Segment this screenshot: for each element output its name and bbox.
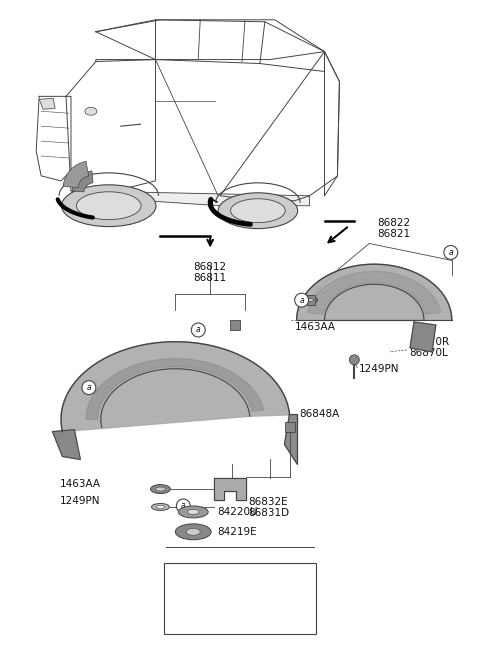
Polygon shape (86, 359, 264, 419)
Circle shape (349, 355, 360, 365)
Ellipse shape (187, 510, 199, 514)
Circle shape (176, 499, 190, 513)
Ellipse shape (301, 297, 318, 304)
Text: 86870R: 86870R (409, 337, 449, 347)
Polygon shape (220, 52, 339, 201)
Polygon shape (410, 322, 436, 352)
Circle shape (192, 323, 205, 337)
Text: 86832E: 86832E (248, 497, 288, 507)
Ellipse shape (61, 185, 156, 226)
Text: a: a (300, 296, 304, 304)
Polygon shape (285, 415, 298, 464)
Text: 1249PN: 1249PN (60, 496, 101, 506)
Ellipse shape (230, 199, 285, 222)
Text: 84219E: 84219E (217, 527, 257, 537)
Text: 86812: 86812 (193, 262, 227, 272)
Ellipse shape (151, 485, 170, 493)
Text: 86821: 86821 (378, 228, 411, 239)
Text: 86822: 86822 (378, 218, 411, 228)
Ellipse shape (175, 524, 211, 540)
Text: a: a (181, 501, 186, 510)
Text: 86811: 86811 (193, 274, 227, 283)
Polygon shape (324, 52, 339, 195)
Text: 1249PN: 1249PN (360, 363, 400, 374)
Circle shape (295, 293, 309, 307)
Polygon shape (214, 478, 246, 500)
Text: a: a (196, 325, 201, 335)
Wedge shape (63, 161, 89, 188)
Text: 86870L: 86870L (409, 348, 448, 358)
Bar (285, 422, 295, 432)
Circle shape (444, 245, 458, 259)
Text: a: a (86, 383, 91, 392)
Polygon shape (96, 20, 324, 60)
Text: a: a (448, 248, 453, 257)
Polygon shape (52, 430, 80, 459)
Text: 86848A: 86848A (300, 409, 340, 419)
Text: 86831D: 86831D (248, 508, 289, 518)
Ellipse shape (156, 487, 166, 491)
Bar (230, 320, 240, 330)
Ellipse shape (76, 192, 141, 220)
Polygon shape (61, 342, 298, 464)
Polygon shape (297, 264, 452, 320)
Polygon shape (71, 191, 310, 206)
Text: 84220U: 84220U (217, 507, 258, 517)
Ellipse shape (306, 298, 313, 302)
Ellipse shape (85, 108, 97, 115)
Ellipse shape (218, 193, 298, 228)
Wedge shape (72, 171, 93, 192)
Polygon shape (308, 272, 441, 314)
Polygon shape (36, 96, 71, 181)
Text: 1463AA: 1463AA (60, 479, 101, 489)
FancyBboxPatch shape (165, 563, 315, 634)
Ellipse shape (156, 506, 165, 508)
Polygon shape (66, 60, 156, 195)
Bar (305, 295, 314, 305)
Polygon shape (39, 98, 55, 110)
Ellipse shape (152, 503, 169, 510)
Circle shape (82, 380, 96, 395)
Ellipse shape (186, 528, 200, 535)
Ellipse shape (179, 506, 208, 518)
Text: 1463AA: 1463AA (295, 322, 336, 332)
